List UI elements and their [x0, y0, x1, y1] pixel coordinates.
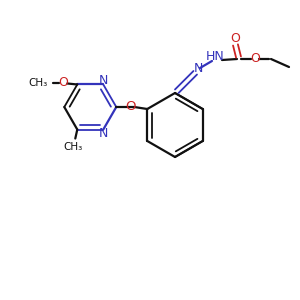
Text: HN: HN	[206, 50, 224, 64]
Text: CH₃: CH₃	[28, 79, 47, 88]
Text: CH₃: CH₃	[64, 142, 83, 152]
Text: O: O	[230, 32, 240, 44]
Text: O: O	[58, 76, 68, 89]
Text: N: N	[193, 61, 203, 74]
Text: O: O	[250, 52, 260, 65]
Text: O: O	[125, 100, 136, 112]
Text: N: N	[99, 74, 108, 87]
Text: N: N	[99, 127, 108, 140]
